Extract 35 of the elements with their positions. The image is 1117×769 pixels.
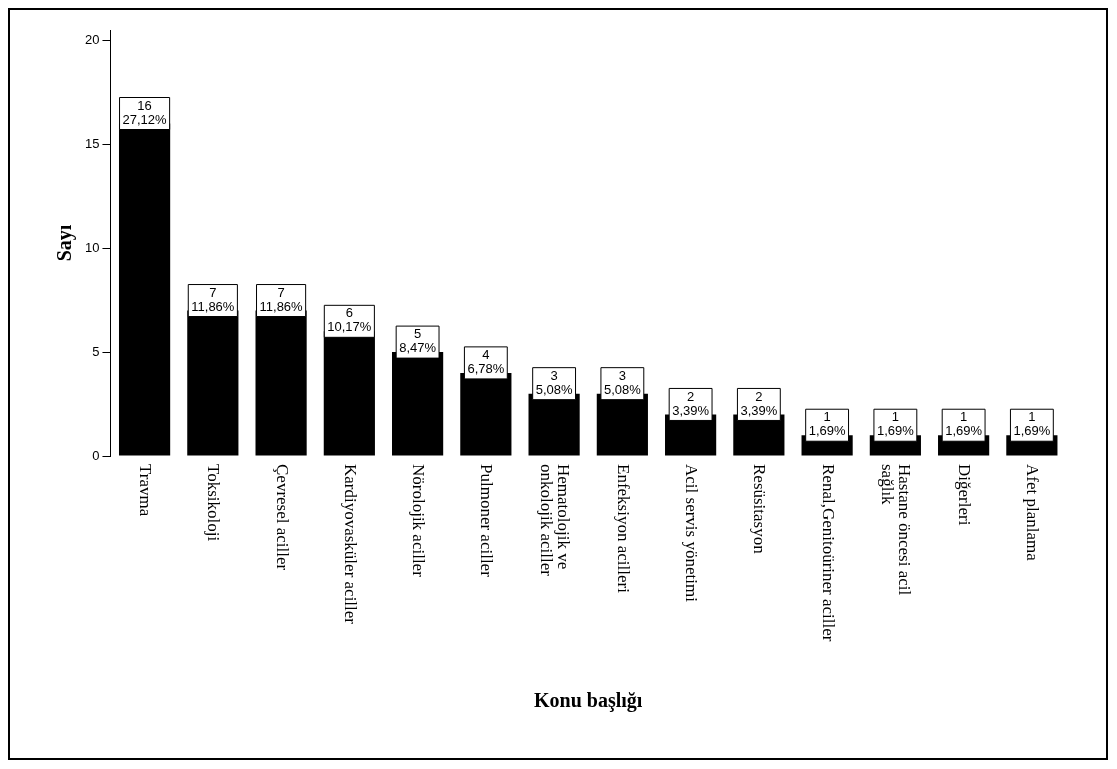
data-label: 7 11,86% xyxy=(259,284,304,314)
x-tick-label: Resüsitasyon xyxy=(750,464,770,555)
x-tick-label: Diğerleri xyxy=(955,464,975,526)
data-label: 7 11,86% xyxy=(191,284,235,314)
data-label: 1 1,69% xyxy=(808,409,846,439)
data-label: 16 27,12% xyxy=(122,97,168,127)
y-tick-label: 5 xyxy=(92,343,100,359)
data-label: 5 8,47% xyxy=(399,326,437,356)
data-label: 3 5,08% xyxy=(535,367,573,397)
y-axis-title: Sayı xyxy=(53,224,77,262)
data-label: 1 1,69% xyxy=(1013,409,1051,439)
x-tick-label: Acil servis yönetimi xyxy=(682,464,702,603)
x-tick-label: Çevresel aciller xyxy=(272,464,292,571)
x-tick-label: Nörolojik aciller xyxy=(409,464,429,578)
data-label: 4 6,78% xyxy=(467,346,505,376)
x-tick-label: Toksikoloji xyxy=(204,464,224,542)
x-tick-label: Afet planlama xyxy=(1023,464,1043,562)
y-tick-label: 15 xyxy=(84,135,100,151)
data-label: 6 10,17% xyxy=(327,305,372,335)
data-label: 2 3,39% xyxy=(672,388,710,418)
data-label: 1 1,69% xyxy=(945,409,983,439)
x-tick-label: Pulmoner aciller xyxy=(477,464,497,578)
y-tick-label: 20 xyxy=(84,31,100,47)
x-tick-label: Kardiyovasküler aciller xyxy=(340,464,360,625)
y-tick-label: 0 xyxy=(92,447,100,463)
x-tick-label: Hematolojik ve onkolojik aciller xyxy=(537,464,574,577)
x-tick-label: Hastane öncesi acil sağlık xyxy=(878,464,915,596)
x-axis-title: Konu başlığı xyxy=(534,689,643,713)
x-tick-label: Renal,Genitoüriner aciller xyxy=(818,464,838,642)
data-label: 1 1,69% xyxy=(876,409,915,439)
x-tick-label: Travma xyxy=(136,464,156,517)
data-label: 3 5,08% xyxy=(603,367,642,397)
y-tick-label: 10 xyxy=(84,239,100,255)
data-label: 2 3,39% xyxy=(740,388,778,418)
x-tick-label: Enfeksiyon acilleri xyxy=(613,464,633,594)
